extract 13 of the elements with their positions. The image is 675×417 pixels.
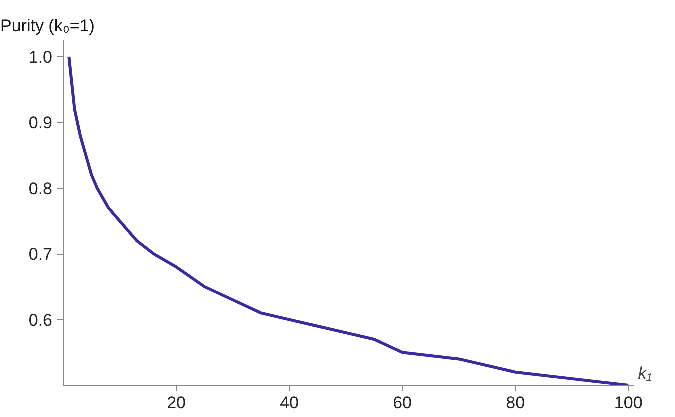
y-tick-label: 0.6	[28, 310, 53, 330]
y-tick-label: 0.9	[28, 114, 53, 133]
line-series	[68, 55, 630, 386]
x-tick-label: 60	[393, 394, 412, 412]
x-axis-title: k₁	[638, 364, 652, 383]
y-tick-label: 0.8	[28, 179, 53, 198]
y-axis-title: Purity (k₀=1)	[0, 16, 95, 36]
x-tick-label: 100	[614, 394, 643, 412]
x-tick-label: 20	[167, 394, 186, 412]
y-tick-label: 0.7	[28, 245, 53, 264]
y-tick-label: 1.0	[28, 48, 53, 67]
x-tick-label: 80	[506, 394, 526, 412]
x-tick-label: 40	[280, 394, 300, 412]
